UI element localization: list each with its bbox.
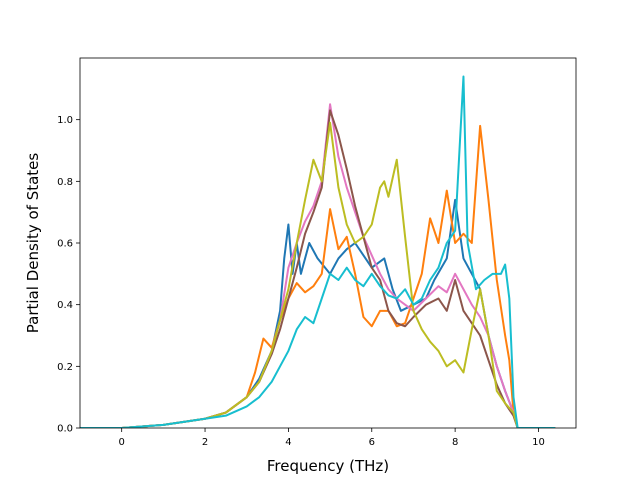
series-layer xyxy=(80,75,556,428)
x-axis-ticks: 0 2 4 6 8 10 xyxy=(118,428,545,448)
y-tick-label: 0.0 xyxy=(57,424,73,435)
y-tick-label: 1.0 xyxy=(57,115,73,126)
x-tick-label: 2 xyxy=(202,437,208,448)
x-tick-label: 10 xyxy=(532,437,545,448)
x-axis-label: Frequency (THz) xyxy=(267,457,389,475)
y-tick-label: 0.8 xyxy=(57,177,73,188)
x-tick-label: 8 xyxy=(452,437,458,448)
series-line-5 xyxy=(80,121,556,428)
series-line-6 xyxy=(80,75,556,428)
series-line-2 xyxy=(80,124,556,428)
x-tick-label: 6 xyxy=(369,437,375,448)
y-tick-label: 0.6 xyxy=(57,239,73,250)
x-tick-label: 0 xyxy=(118,437,124,448)
y-axis-ticks: 0.0 0.2 0.4 0.6 0.8 1.0 xyxy=(57,115,80,435)
x-tick-label: 4 xyxy=(285,437,291,448)
y-axis-label: Partial Density of States xyxy=(24,153,42,334)
y-tick-label: 0.2 xyxy=(57,362,73,373)
y-tick-label: 0.4 xyxy=(57,300,73,311)
